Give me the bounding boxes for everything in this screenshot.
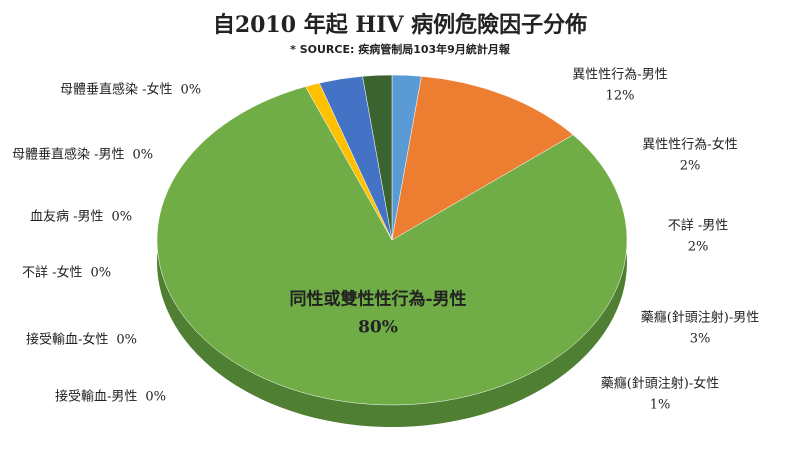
slice-label: 接受輸血-女性 [26, 332, 108, 348]
pie-slice [391, 76, 574, 241]
slice-label: 藥癮(針頭注射)-女性 [601, 376, 720, 392]
slice-label: 不詳 -男性 [668, 218, 729, 234]
slice-label: 母體垂直感染 -女性 [60, 82, 173, 98]
slice-label: 接受輸血-男性 [55, 389, 137, 405]
value-label: 0% [91, 266, 112, 281]
value-label: 12% [606, 89, 635, 104]
value-label: 0% [181, 83, 202, 98]
value-label: 0% [145, 390, 166, 405]
value-label: 0% [133, 148, 154, 163]
pie-slice [362, 74, 393, 241]
value-label: 1% [650, 398, 671, 413]
value-label: 0% [116, 333, 137, 348]
chart-title: 自2010 年起 HIV 病例危險因子分佈 [213, 12, 587, 38]
value-label: 0% [112, 210, 133, 225]
value-label: 80% [358, 318, 398, 338]
slice-label: 母體垂直感染 -男性 [12, 147, 125, 163]
value-label: 2% [688, 240, 709, 255]
slice-label: 同性或雙性性行為-男性 [289, 289, 466, 310]
chart-subtitle: * SOURCE: 疾病管制局103年9月統計月報 [290, 42, 511, 56]
pie-slice [156, 86, 628, 406]
slice-label: 藥癮(針頭注射)-男性 [641, 310, 760, 326]
slice-label: 異性性行為-女性 [642, 137, 737, 153]
value-label: 2% [680, 159, 701, 174]
slice-label: 血友病 -男性 [30, 209, 104, 225]
slice-label: 不詳 -女性 [22, 265, 83, 281]
value-label: 3% [690, 332, 711, 347]
slice-label: 異性性行為-男性 [572, 67, 667, 83]
